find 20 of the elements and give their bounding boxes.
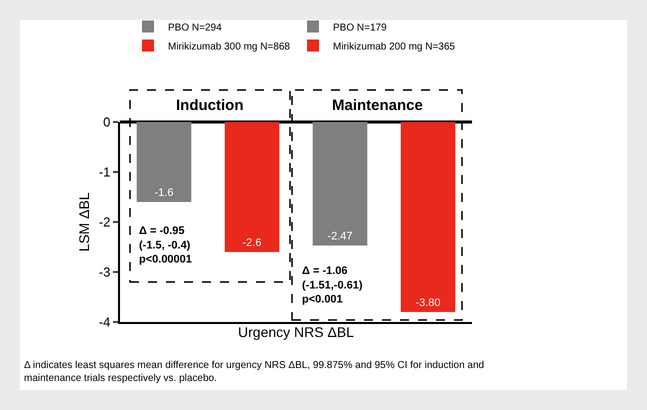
text: Δ indicates least squares mean difference for urgency NRS ΔBL, 99.875% and 95% CI for induction and maintenance trials respectively vs. placebo.	[24, 360, 484, 384]
y-tick-label: -1	[98, 164, 110, 180]
annotation: Δ = -0.95 (-1.5, -0.4) p<0.00001	[139, 225, 192, 266]
legend-label: Mirikizumab 300 mg N=868	[168, 41, 290, 52]
y-tick-label: -3	[98, 264, 110, 280]
legend-label: PBO N=179	[333, 22, 388, 34]
y-tick-label: -4	[98, 314, 110, 330]
y-axis-title: LSM ΔBL	[76, 192, 92, 252]
x-axis-title: Urgency NRS ΔBL	[238, 324, 354, 340]
legend-label: PBO N=294	[168, 22, 222, 34]
data-label: -2.47	[327, 230, 353, 242]
text: Induction	[176, 97, 244, 114]
annotation: Δ = -1.06 (-1.51,-0.61) p<0.001	[302, 265, 363, 306]
y-tick-label: -2	[98, 214, 110, 230]
data-label: -1.6	[154, 187, 174, 199]
legend-label: Mirikizumab 200 mg N=365	[333, 41, 456, 52]
y-tick-label: 0	[103, 114, 110, 130]
data-label: -2.6	[242, 237, 262, 249]
data-label: -3.80	[415, 297, 441, 309]
text: Maintenance	[332, 97, 423, 114]
